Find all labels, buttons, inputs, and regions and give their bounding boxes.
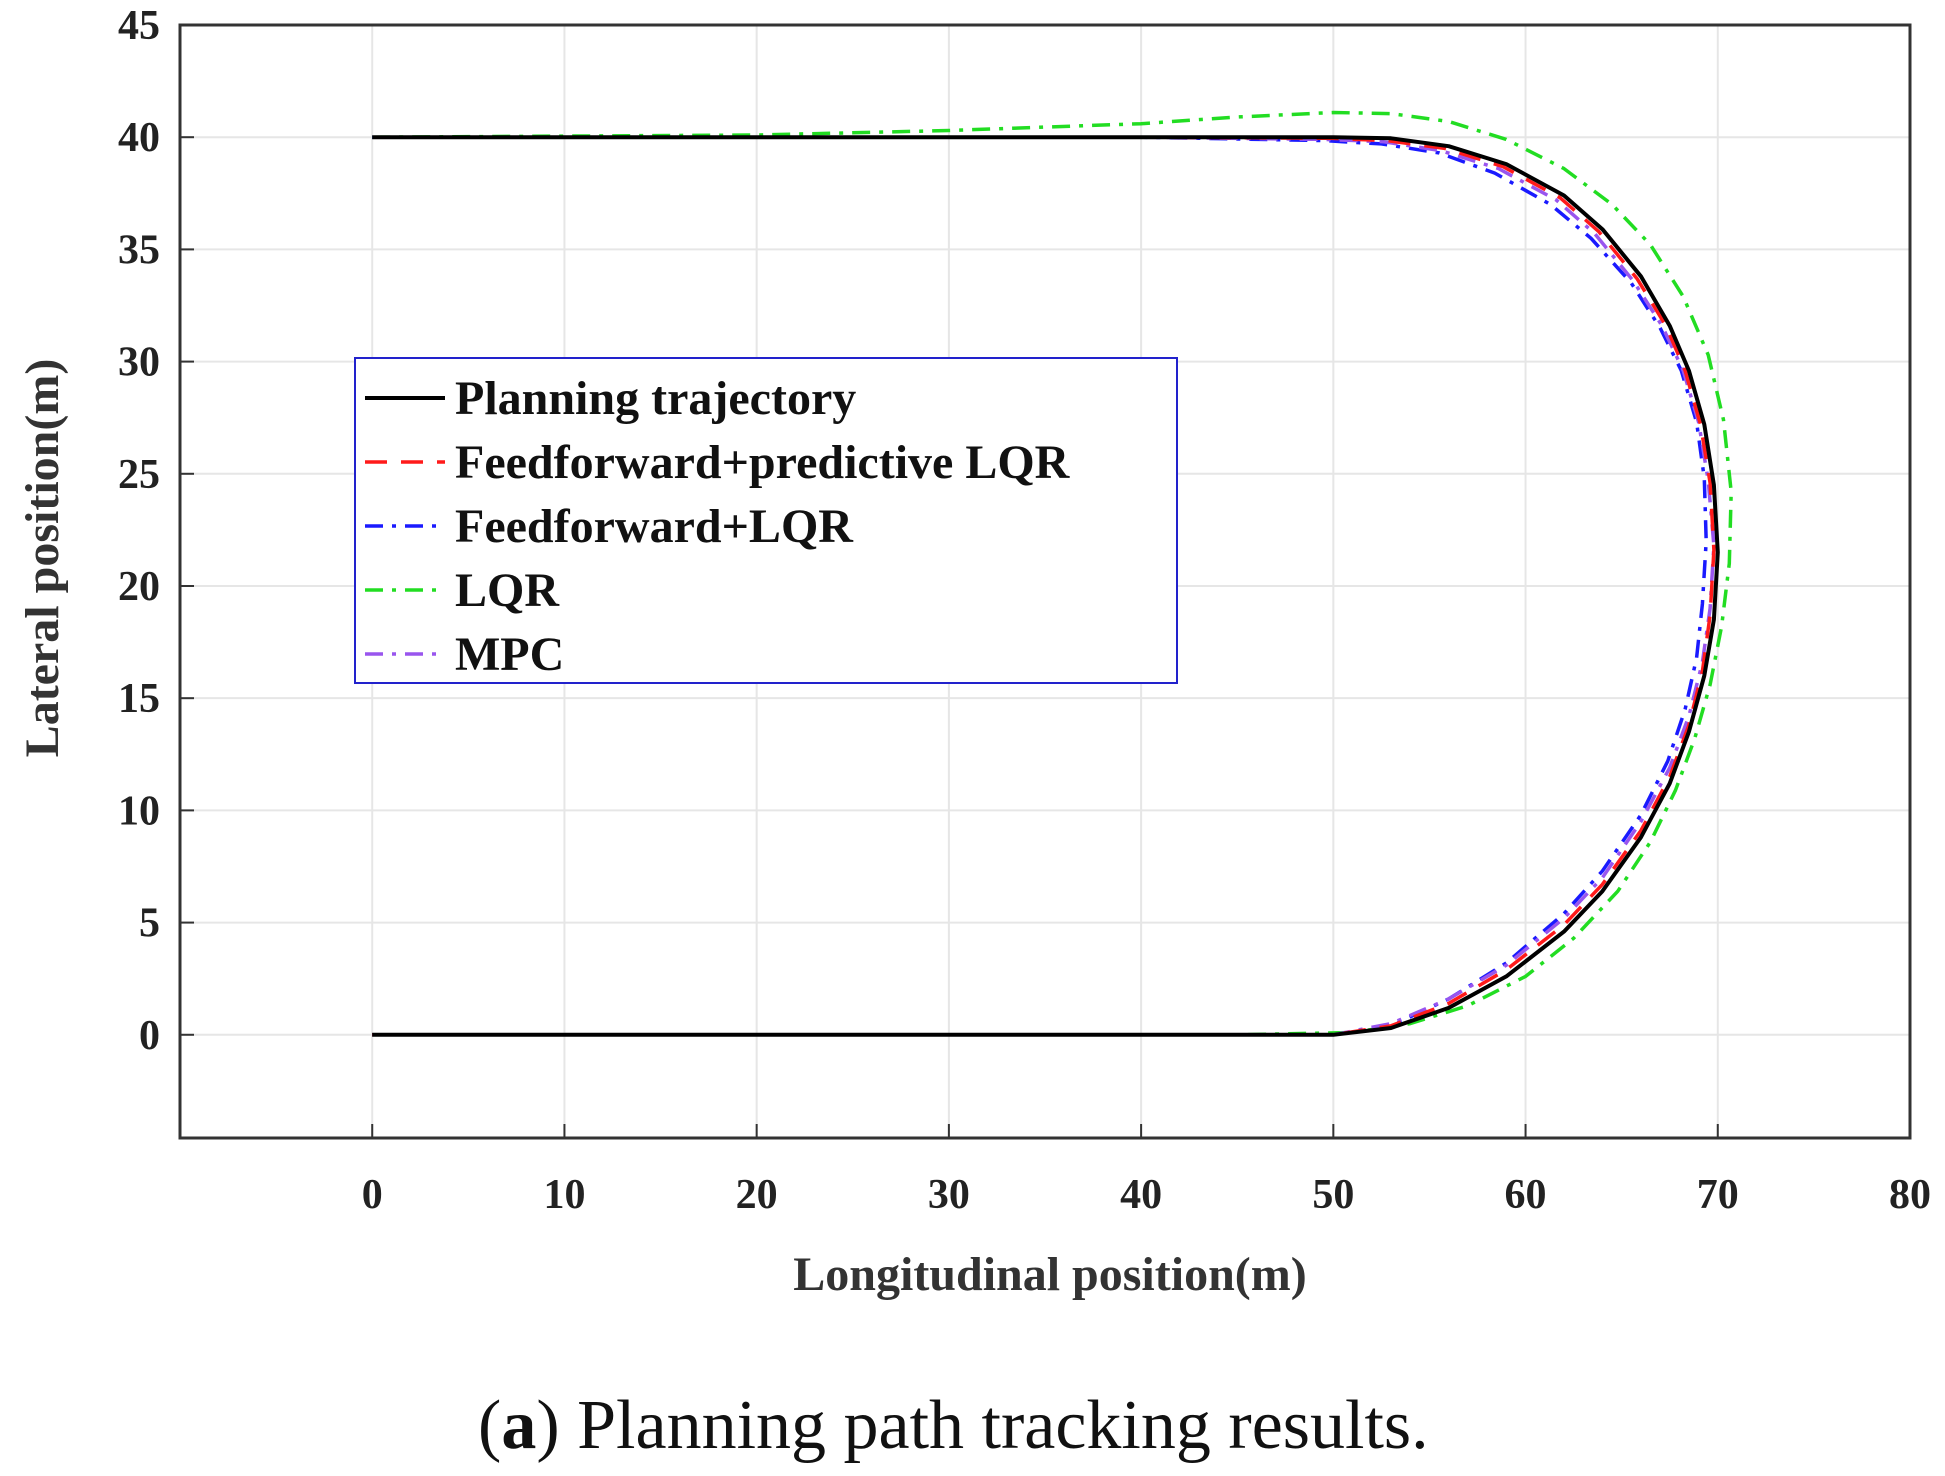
y-tick-label: 5 — [139, 901, 160, 947]
x-tick-label: 30 — [928, 1172, 970, 1218]
y-tick-label: 40 — [118, 115, 160, 161]
plot-frame — [178, 23, 1912, 1140]
legend-label: Feedforward+LQR — [455, 500, 854, 553]
series-line-0 — [372, 135, 1720, 1037]
series-line-4 — [372, 135, 1716, 1037]
x-axis-label: Longitudinal position(m) — [793, 1248, 1306, 1301]
legend-label: MPC — [455, 628, 564, 681]
series-line-3 — [372, 110, 1733, 1037]
legend-label: Feedforward+predictive LQR — [455, 436, 1071, 489]
legend: Planning trajectory Feedforward+predictiv… — [354, 357, 1178, 684]
x-tick-label: 0 — [362, 1172, 383, 1218]
x-tick-label: 80 — [1889, 1172, 1931, 1218]
x-tick-label: 50 — [1312, 1172, 1354, 1218]
x-tick-label: 10 — [543, 1172, 585, 1218]
figure-caption: (a) Planning path tracking results. — [478, 1387, 1429, 1464]
caption-open-paren: ( — [478, 1387, 501, 1464]
legend-label: Planning trajectory — [455, 372, 856, 425]
x-tick-label: 40 — [1120, 1172, 1162, 1218]
y-tick-label: 30 — [118, 340, 160, 386]
series-lines — [372, 110, 1733, 1037]
y-tick-label: 10 — [118, 788, 160, 834]
y-axis-label: Lateral position(m) — [16, 359, 69, 758]
legend-box — [354, 357, 1178, 684]
caption-letter: a — [501, 1387, 536, 1464]
legend-label: LQR — [455, 564, 560, 617]
y-tick-label: 15 — [118, 676, 160, 722]
y-tick-label: 35 — [118, 227, 160, 273]
x-tick-label: 70 — [1697, 1172, 1739, 1218]
x-tick-labels: 0 10 20 30 40 50 60 70 80 — [362, 1172, 1931, 1218]
y-tick-label: 45 — [118, 3, 160, 49]
y-tick-label: 0 — [139, 1013, 160, 1059]
y-tick-labels: 0 5 10 15 20 25 30 35 40 45 — [118, 3, 160, 1059]
x-tick-label: 20 — [736, 1172, 778, 1218]
x-tick-label: 60 — [1505, 1172, 1547, 1218]
y-tick-label: 25 — [118, 452, 160, 498]
caption-text: ) Planning path tracking results. — [536, 1387, 1428, 1464]
y-tick-label: 20 — [118, 564, 160, 610]
